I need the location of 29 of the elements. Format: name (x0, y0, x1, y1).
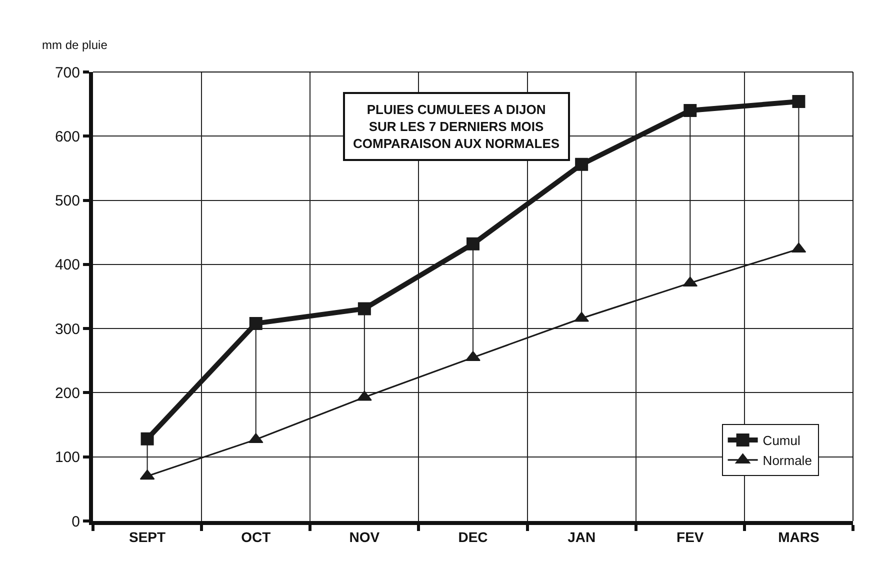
legend-label: Cumul (762, 433, 800, 448)
x-tick-label: MARS (778, 528, 820, 545)
point (140, 432, 154, 446)
y-tick-label: 200 (54, 384, 80, 402)
point (249, 316, 262, 330)
y-tick-label: 100 (54, 449, 80, 466)
point (792, 95, 806, 108)
point (574, 312, 589, 322)
point (357, 390, 372, 401)
text: PLUIES CUMULEES A DIJON SUR LES 7 DERNIERS MOIS COMPARAISON AUX NORMALES (353, 102, 560, 151)
x-tick-label: FEV (676, 528, 704, 545)
y-tick-label: 700 (54, 64, 80, 82)
point (466, 237, 480, 250)
y-tick-label: 500 (54, 192, 80, 210)
y-tick-label: 0 (72, 513, 80, 530)
x-tick-label: JAN (568, 528, 596, 545)
y-axis-title: mm de pluie (42, 38, 108, 52)
x-tick-label: OCT (241, 528, 272, 545)
y-tick-label: 300 (54, 320, 80, 338)
x-tick-label: DEC (458, 528, 488, 545)
point (575, 158, 588, 171)
y-tick-label: 600 (54, 128, 80, 146)
legend-label: Normale (762, 453, 812, 468)
point (466, 350, 480, 361)
x-tick-label: NOV (349, 528, 380, 545)
point (358, 302, 371, 316)
y-tick-label: 400 (54, 256, 80, 274)
x-tick-label: SEPT (129, 528, 166, 545)
point (684, 104, 697, 117)
